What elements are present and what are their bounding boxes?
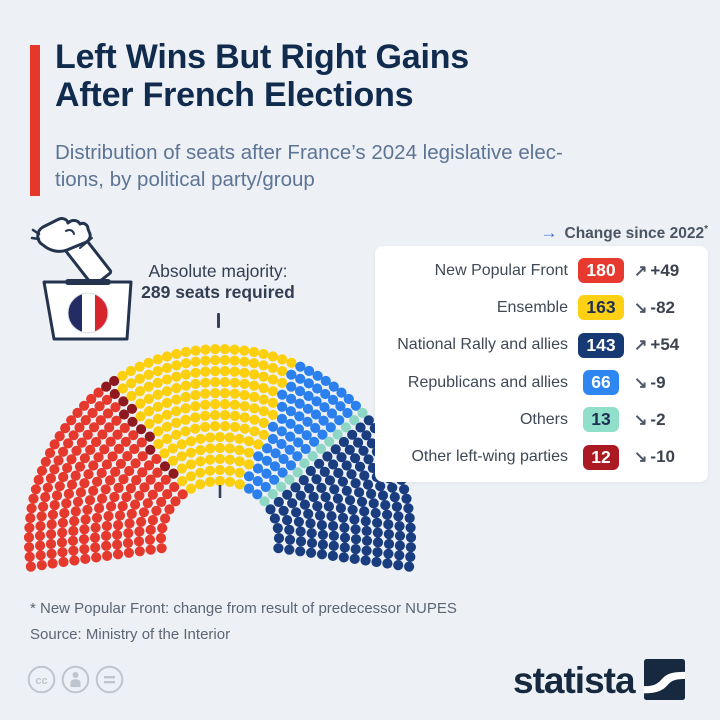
no-derivatives-icon[interactable] (95, 665, 124, 694)
legend-label: New Popular Front (434, 261, 568, 279)
statista-wordmark: statista (513, 660, 636, 701)
change-value: +49 (650, 260, 680, 280)
seat-count-badge: 163 (578, 295, 624, 321)
legend-label: Ensemble (496, 298, 568, 316)
legend-label: National Rally and allies (397, 336, 568, 354)
title-line-2: After French Elections (55, 76, 414, 114)
legend-header-asterisk: * (704, 223, 708, 235)
majority-line-2: 289 seats required (141, 282, 295, 302)
change-value: -9 (650, 372, 666, 392)
legend-row-others: Others 13 ↘ -2 (385, 407, 696, 433)
subtitle-line-2: tions, by political party/group (55, 168, 315, 191)
legend-row-national-rally: National Rally and allies 143 ↗ +54 (385, 332, 696, 358)
trend-up-icon: ↗ (634, 337, 648, 355)
legend-row-new-popular-front: New Popular Front 180 ↗ +49 (385, 258, 696, 284)
seat-count-badge: 13 (583, 407, 619, 433)
seat-count-badge: 180 (578, 258, 624, 284)
change-value: -10 (650, 447, 675, 467)
seat-count-badge: 66 (583, 370, 619, 396)
change-value: +54 (650, 335, 680, 355)
legend-label: Others (519, 410, 568, 428)
footnotes: * New Popular Front: change from result … (30, 596, 457, 648)
seat-count-badge: 143 (578, 332, 624, 358)
trend-down-icon: ↘ (634, 411, 648, 429)
majority-line-1: Absolute majority: (148, 261, 288, 281)
majority-marker-top-tick (217, 313, 220, 328)
statista-logo[interactable]: statista (513, 659, 685, 703)
trend-down-icon: ↘ (634, 299, 648, 317)
hemicycle-chart (23, 344, 417, 572)
statista-logo-square (643, 659, 685, 700)
source-line: Source: Ministry of the Interior (30, 626, 231, 643)
legend-row-ensemble: Ensemble 163 ↘ -82 (385, 295, 696, 321)
footnote-asterisk: * New Popular Front: change from result … (30, 600, 457, 617)
creative-commons-icon[interactable]: cc (27, 665, 56, 694)
right-arrow-icon: → (540, 223, 558, 242)
attribution-person-icon[interactable] (61, 665, 90, 694)
cc-license-icons[interactable]: cc (27, 665, 124, 694)
change-value: -2 (650, 409, 666, 429)
legend-row-republicans: Republicans and allies 66 ↘ -9 (385, 370, 696, 396)
seat-count-badge: 12 (583, 444, 619, 470)
majority-annotation: Absolute majority: 289 seats required (108, 261, 328, 303)
legend-card: New Popular Front 180 ↗ +49 Ensemble 163 … (375, 246, 708, 482)
legend-header: → Change since 2022* (541, 223, 708, 243)
title-line-1: Left Wins But Right Gains (55, 38, 470, 76)
trend-down-icon: ↘ (634, 374, 648, 392)
title-accent-bar (30, 45, 40, 196)
legend-row-other-left-wing: Other left-wing parties 12 ↘ -10 (385, 444, 696, 470)
page-subtitle: Distribution of seats after France’s 202… (55, 139, 563, 193)
svg-text:cc: cc (35, 675, 47, 687)
trend-up-icon: ↗ (634, 262, 648, 280)
ballot-box-icon (30, 217, 133, 341)
ballot-hand-icon (36, 217, 92, 253)
french-flag-roundel (67, 292, 109, 334)
legend-header-label: Change since 2022 (564, 225, 705, 242)
page-title: Left Wins But Right Gains After French E… (55, 38, 469, 114)
trend-down-icon: ↘ (634, 449, 648, 467)
legend-label: Other left-wing parties (411, 448, 568, 466)
subtitle-line-1: Distribution of seats after France’s 202… (55, 141, 563, 164)
legend-label: Republicans and allies (407, 373, 568, 391)
change-value: -82 (650, 297, 675, 317)
